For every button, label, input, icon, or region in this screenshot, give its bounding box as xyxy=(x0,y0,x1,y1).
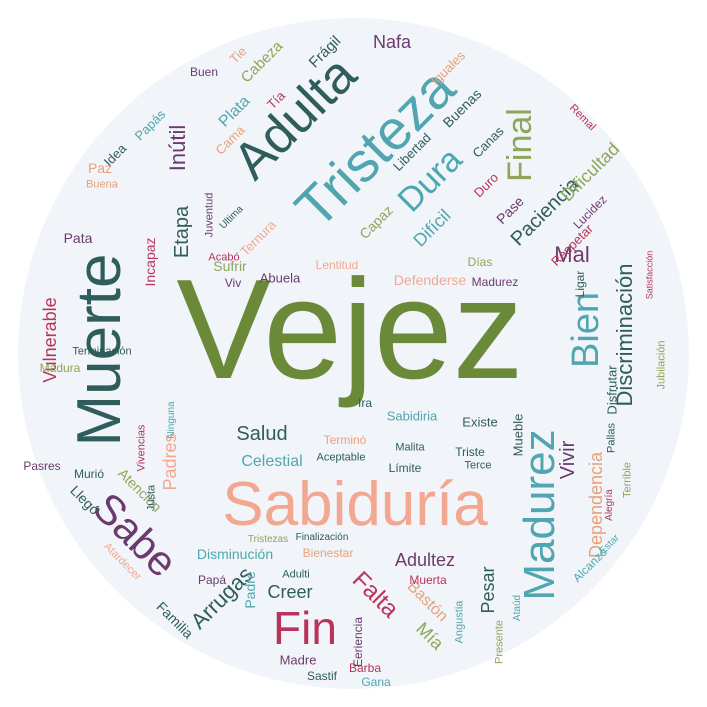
word-terrible: Terrible xyxy=(621,461,634,499)
word-vivencias: Vivencias xyxy=(135,424,148,472)
word-ligar: Ligar xyxy=(573,270,587,298)
word-creer: Creer xyxy=(267,582,313,602)
word-terminacion: Terminación xyxy=(72,345,132,358)
word-vivir: Vivir xyxy=(557,440,579,480)
word-sastif: Sastif xyxy=(306,669,338,683)
word-murio: Murió xyxy=(73,467,105,481)
word-triste: Triste xyxy=(455,445,485,459)
word-muerta: Muerta xyxy=(409,573,447,587)
word-disminucion: Disminución xyxy=(196,546,274,562)
cloud-background-disc xyxy=(18,18,689,689)
word-aceptable: Aceptable xyxy=(316,451,366,464)
word-buena: Buena xyxy=(86,178,118,191)
word-etapa: Etapa xyxy=(171,205,193,259)
word-barba: Barba xyxy=(348,661,382,675)
word-fin-large: Fin xyxy=(273,602,337,654)
word-ataud: Ataúd xyxy=(512,594,523,622)
word-eeriencia: Eeriencia xyxy=(351,616,365,668)
word-alegria: Alegría xyxy=(604,489,615,521)
word-ninguna: Ninguna xyxy=(166,401,177,439)
word-inutil: Inútil xyxy=(165,124,190,172)
word-dependencia: Dependencia xyxy=(586,451,606,559)
word-incapaz: Incapaz xyxy=(142,237,158,287)
word-sufrir: Sufrir xyxy=(213,258,247,274)
word-adulti: Adulti xyxy=(282,568,310,581)
word-adultez: Adultez xyxy=(394,550,456,570)
word-termino: Terminó xyxy=(323,433,367,447)
word-sabidiria: Sabidiria xyxy=(386,408,438,424)
word-mueble: Mueble xyxy=(510,413,526,457)
word-juventud: Juventud xyxy=(203,192,216,238)
word-nafa: Nafa xyxy=(372,32,412,52)
word-dias: Días xyxy=(467,255,493,269)
word-madura: Madura xyxy=(39,361,81,375)
word-defenderse: Defenderse xyxy=(393,272,467,288)
word-mal: Mal xyxy=(554,242,590,267)
word-final: Final xyxy=(501,108,539,182)
word-papa: Papá xyxy=(197,573,227,587)
word-jubilacion: Jubilación xyxy=(655,340,668,390)
word-buen: Buen xyxy=(189,65,219,79)
word-bienestar: Bienestar xyxy=(302,546,354,560)
word-padre: Padre xyxy=(242,571,258,609)
word-bien: Bien xyxy=(565,291,607,369)
word-madre: Madre xyxy=(279,652,317,668)
word-satisfaccion: Satisfacción xyxy=(644,250,655,300)
word-terce: Terce xyxy=(464,459,492,472)
word-ira: Ira xyxy=(357,396,373,410)
word-acabo: Acabó xyxy=(208,251,240,264)
word-pasres: Pasres xyxy=(23,459,61,473)
word-malita: Malita xyxy=(395,441,425,454)
word-angustia: Angustia xyxy=(453,600,466,644)
word-presente: Presente xyxy=(493,619,506,665)
word-padres: Padres xyxy=(160,433,180,491)
word-lentitud: Lentitud xyxy=(315,258,359,272)
word-madurez-small: Madurez xyxy=(471,275,519,289)
word-abuela: Abuela xyxy=(259,270,301,286)
word-pesar: Pesar xyxy=(478,566,498,614)
word-gana: Gana xyxy=(361,675,391,689)
word-viv: Viv xyxy=(224,276,242,290)
word-limite: Límite xyxy=(388,461,422,475)
word-tristezas: Tristezas xyxy=(247,534,289,545)
word-existe: Existe xyxy=(462,414,498,430)
word-pata: Pata xyxy=(63,230,93,246)
word-finalizacion: Finalización xyxy=(295,532,349,543)
word-paz: Paz xyxy=(87,160,113,176)
word-disfrutar: Disfrutar xyxy=(604,365,620,415)
word-justa: Justa xyxy=(145,484,158,512)
word-celestial: Celestial xyxy=(241,453,303,470)
word-sabiduria: Sabiduría xyxy=(222,470,488,539)
word-pallas: Pallas xyxy=(605,423,618,453)
word-vejez: Vejez xyxy=(176,250,524,409)
word-salud: Salud xyxy=(236,423,288,445)
